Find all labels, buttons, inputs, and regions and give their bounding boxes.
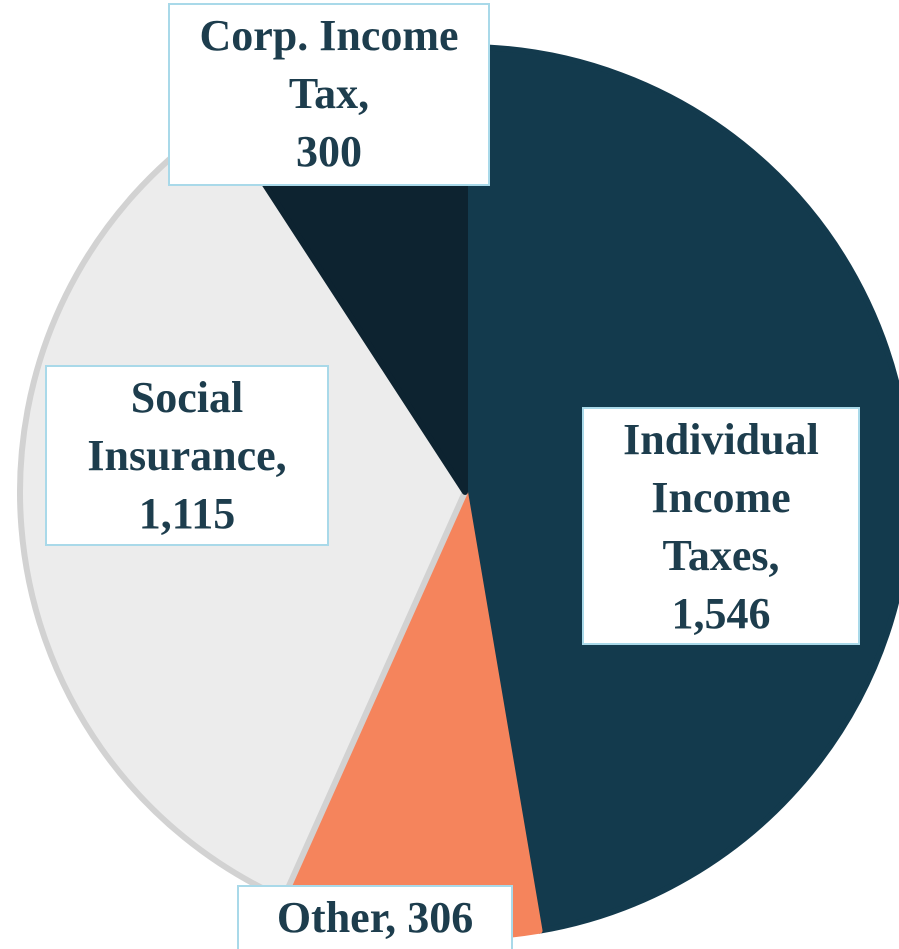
slice-category: Other, (276, 893, 397, 942)
data-label: Other, 306 (237, 885, 513, 949)
slice-value: 306 (407, 893, 474, 942)
data-label: Corp. Income Tax, 300 (168, 3, 490, 186)
slice-value: 1,546 (671, 589, 771, 638)
slice-value: 1,115 (138, 489, 236, 538)
data-label: Individual Income Taxes, 1,546 (582, 407, 860, 645)
slice-category: Individual Income Taxes, (623, 415, 819, 580)
slice-category: Corp. Income Tax, (199, 11, 459, 118)
slice-category: Social Insurance, (87, 373, 287, 480)
data-label: Social Insurance, 1,115 (45, 365, 329, 546)
slice-value: 300 (296, 127, 362, 176)
